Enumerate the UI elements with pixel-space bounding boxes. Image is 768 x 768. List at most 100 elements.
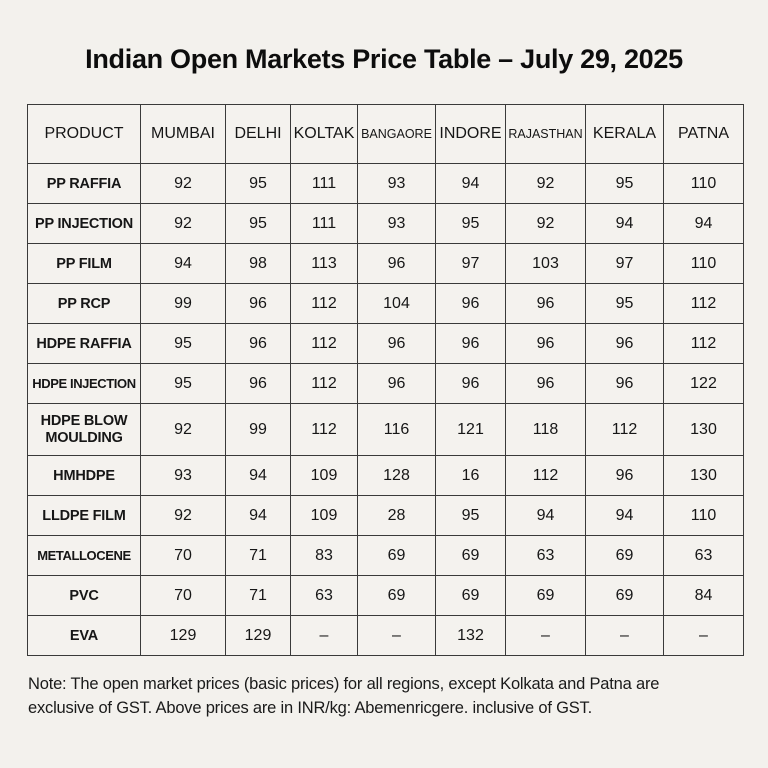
price-cell-indore: 132 <box>435 615 506 656</box>
price-cell-delhi: 129 <box>225 615 291 656</box>
price-cell-mumbai: 129 <box>140 615 226 656</box>
table-row: HDPE RAFFIA 95 96 112 96 96 96 96 112 <box>27 323 744 364</box>
price-cell-rajasthan: 103 <box>505 243 586 284</box>
price-cell-kerala: 95 <box>585 283 664 324</box>
price-cell-mumbai: 92 <box>140 403 226 456</box>
price-cell-kerala: 69 <box>585 575 664 616</box>
price-cell-rajasthan: 96 <box>505 323 586 364</box>
product-name-cell: METALLOCENE <box>27 535 141 576</box>
price-cell-patna: 110 <box>663 163 744 204</box>
product-name-cell: PP FILM <box>27 243 141 284</box>
product-name-cell: PP RAFFIA <box>27 163 141 204</box>
price-cell-delhi: 96 <box>225 363 291 404</box>
header-rajasthan: RAJASTHAN <box>505 104 586 164</box>
price-cell-indore: 16 <box>435 455 506 496</box>
price-cell-delhi: 94 <box>225 495 291 536</box>
price-cell-indore: 121 <box>435 403 506 456</box>
price-cell-koltak: 63 <box>290 575 358 616</box>
price-cell-rajasthan: 112 <box>505 455 586 496</box>
price-cell-rajasthan: 69 <box>505 575 586 616</box>
header-indore: INDORE <box>435 104 506 164</box>
price-cell-patna: 112 <box>663 283 744 324</box>
price-cell-rajasthan: 118 <box>505 403 586 456</box>
product-name-cell: HDPE BLOW MOULDING <box>27 403 141 456</box>
price-cell-kerala: 96 <box>585 363 664 404</box>
product-name-cell: HDPE INJECTION <box>27 363 141 404</box>
price-cell-bangaore: 93 <box>357 163 436 204</box>
header-kerala: KERALA <box>585 104 664 164</box>
product-name-cell: PP INJECTION <box>27 203 141 244</box>
footnote-line-1: Note: The open market prices (basic pric… <box>28 675 660 693</box>
header-product: PRODUCT <box>27 104 141 164</box>
price-cell-mumbai: 94 <box>140 243 226 284</box>
price-cell-delhi: 71 <box>225 535 291 576</box>
price-cell-patna: 112 <box>663 323 744 364</box>
price-cell-koltak: 112 <box>290 363 358 404</box>
price-cell-rajasthan: 96 <box>505 363 586 404</box>
header-patna: PATNA <box>663 104 744 164</box>
price-cell-indore: 94 <box>435 163 506 204</box>
price-cell-bangaore: – <box>357 615 436 656</box>
header-bangaore: BANGAORE <box>357 104 436 164</box>
price-cell-bangaore: 116 <box>357 403 436 456</box>
price-cell-bangaore: 96 <box>357 323 436 364</box>
price-cell-mumbai: 99 <box>140 283 226 324</box>
table-row: PP RCP 99 96 112 104 96 96 95 112 <box>27 283 744 324</box>
price-cell-kerala: 97 <box>585 243 664 284</box>
price-cell-kerala: 69 <box>585 535 664 576</box>
page-title: Indian Open Markets Price Table – July 2… <box>85 44 683 74</box>
price-cell-mumbai: 95 <box>140 363 226 404</box>
price-cell-indore: 95 <box>435 203 506 244</box>
table-row: PVC 70 71 63 69 69 69 69 84 <box>27 575 744 616</box>
table-row: PP INJECTION 92 95 111 93 95 92 94 94 <box>27 203 744 244</box>
price-cell-patna: 122 <box>663 363 744 404</box>
header-delhi: DELHI <box>225 104 291 164</box>
table-row: PP FILM 94 98 113 96 97 103 97 110 <box>27 243 744 284</box>
price-cell-patna: 130 <box>663 455 744 496</box>
price-cell-bangaore: 28 <box>357 495 436 536</box>
price-cell-kerala: 96 <box>585 323 664 364</box>
price-cell-mumbai: 92 <box>140 163 226 204</box>
table-row: EVA 129 129– –132– – – <box>27 615 744 656</box>
price-cell-delhi: 95 <box>225 163 291 204</box>
footnote: Note: The open market prices (basic pric… <box>28 672 748 720</box>
price-cell-mumbai: 70 <box>140 535 226 576</box>
product-name-cell: HDPE RAFFIA <box>27 323 141 364</box>
price-cell-kerala: 96 <box>585 455 664 496</box>
price-cell-mumbai: 93 <box>140 455 226 496</box>
product-name-cell: PVC <box>27 575 141 616</box>
price-cell-patna: 94 <box>663 203 744 244</box>
table-body: PP RAFFIA 92 95 111 93 94 92 95 110 PP INJECTION 9… <box>27 163 744 656</box>
price-cell-koltak: 111 <box>290 203 358 244</box>
product-name-cell: EVA <box>27 615 141 656</box>
price-cell-mumbai: 95 <box>140 323 226 364</box>
header-koltak: KOLTAK <box>290 104 358 164</box>
price-cell-bangaore: 104 <box>357 283 436 324</box>
product-name-cell: HMHDPE <box>27 455 141 496</box>
price-cell-rajasthan: 92 <box>505 203 586 244</box>
price-cell-delhi: 96 <box>225 283 291 324</box>
price-cell-koltak: 109 <box>290 495 358 536</box>
price-cell-bangaore: 128 <box>357 455 436 496</box>
header-row: PRODUCT MUMBAI DELHI KOLTAK BANGAORE IND… <box>27 104 744 164</box>
price-cell-kerala: 94 <box>585 203 664 244</box>
price-cell-rajasthan: 96 <box>505 283 586 324</box>
price-cell-koltak: 112 <box>290 283 358 324</box>
price-cell-patna: 130 <box>663 403 744 456</box>
price-cell-delhi: 98 <box>225 243 291 284</box>
price-cell-rajasthan: – <box>505 615 586 656</box>
product-name-cell: LLDPE FILM <box>27 495 141 536</box>
header-mumbai: MUMBAI <box>140 104 226 164</box>
price-cell-patna: 84 <box>663 575 744 616</box>
price-cell-indore: 96 <box>435 363 506 404</box>
price-cell-mumbai: 92 <box>140 495 226 536</box>
price-cell-indore: 95 <box>435 495 506 536</box>
price-cell-koltak: 109 <box>290 455 358 496</box>
price-cell-bangaore: 96 <box>357 363 436 404</box>
footnote-line-2: exclusive of GST. Above prices are in IN… <box>28 699 592 717</box>
table-row: PP RAFFIA 92 95 111 93 94 92 95 110 <box>27 163 744 204</box>
table-row: METALLOCENE 70 71 83 69 69 63 69 63 <box>27 535 744 576</box>
price-cell-bangaore: 96 <box>357 243 436 284</box>
price-cell-delhi: 99 <box>225 403 291 456</box>
price-cell-koltak: 112 <box>290 323 358 364</box>
